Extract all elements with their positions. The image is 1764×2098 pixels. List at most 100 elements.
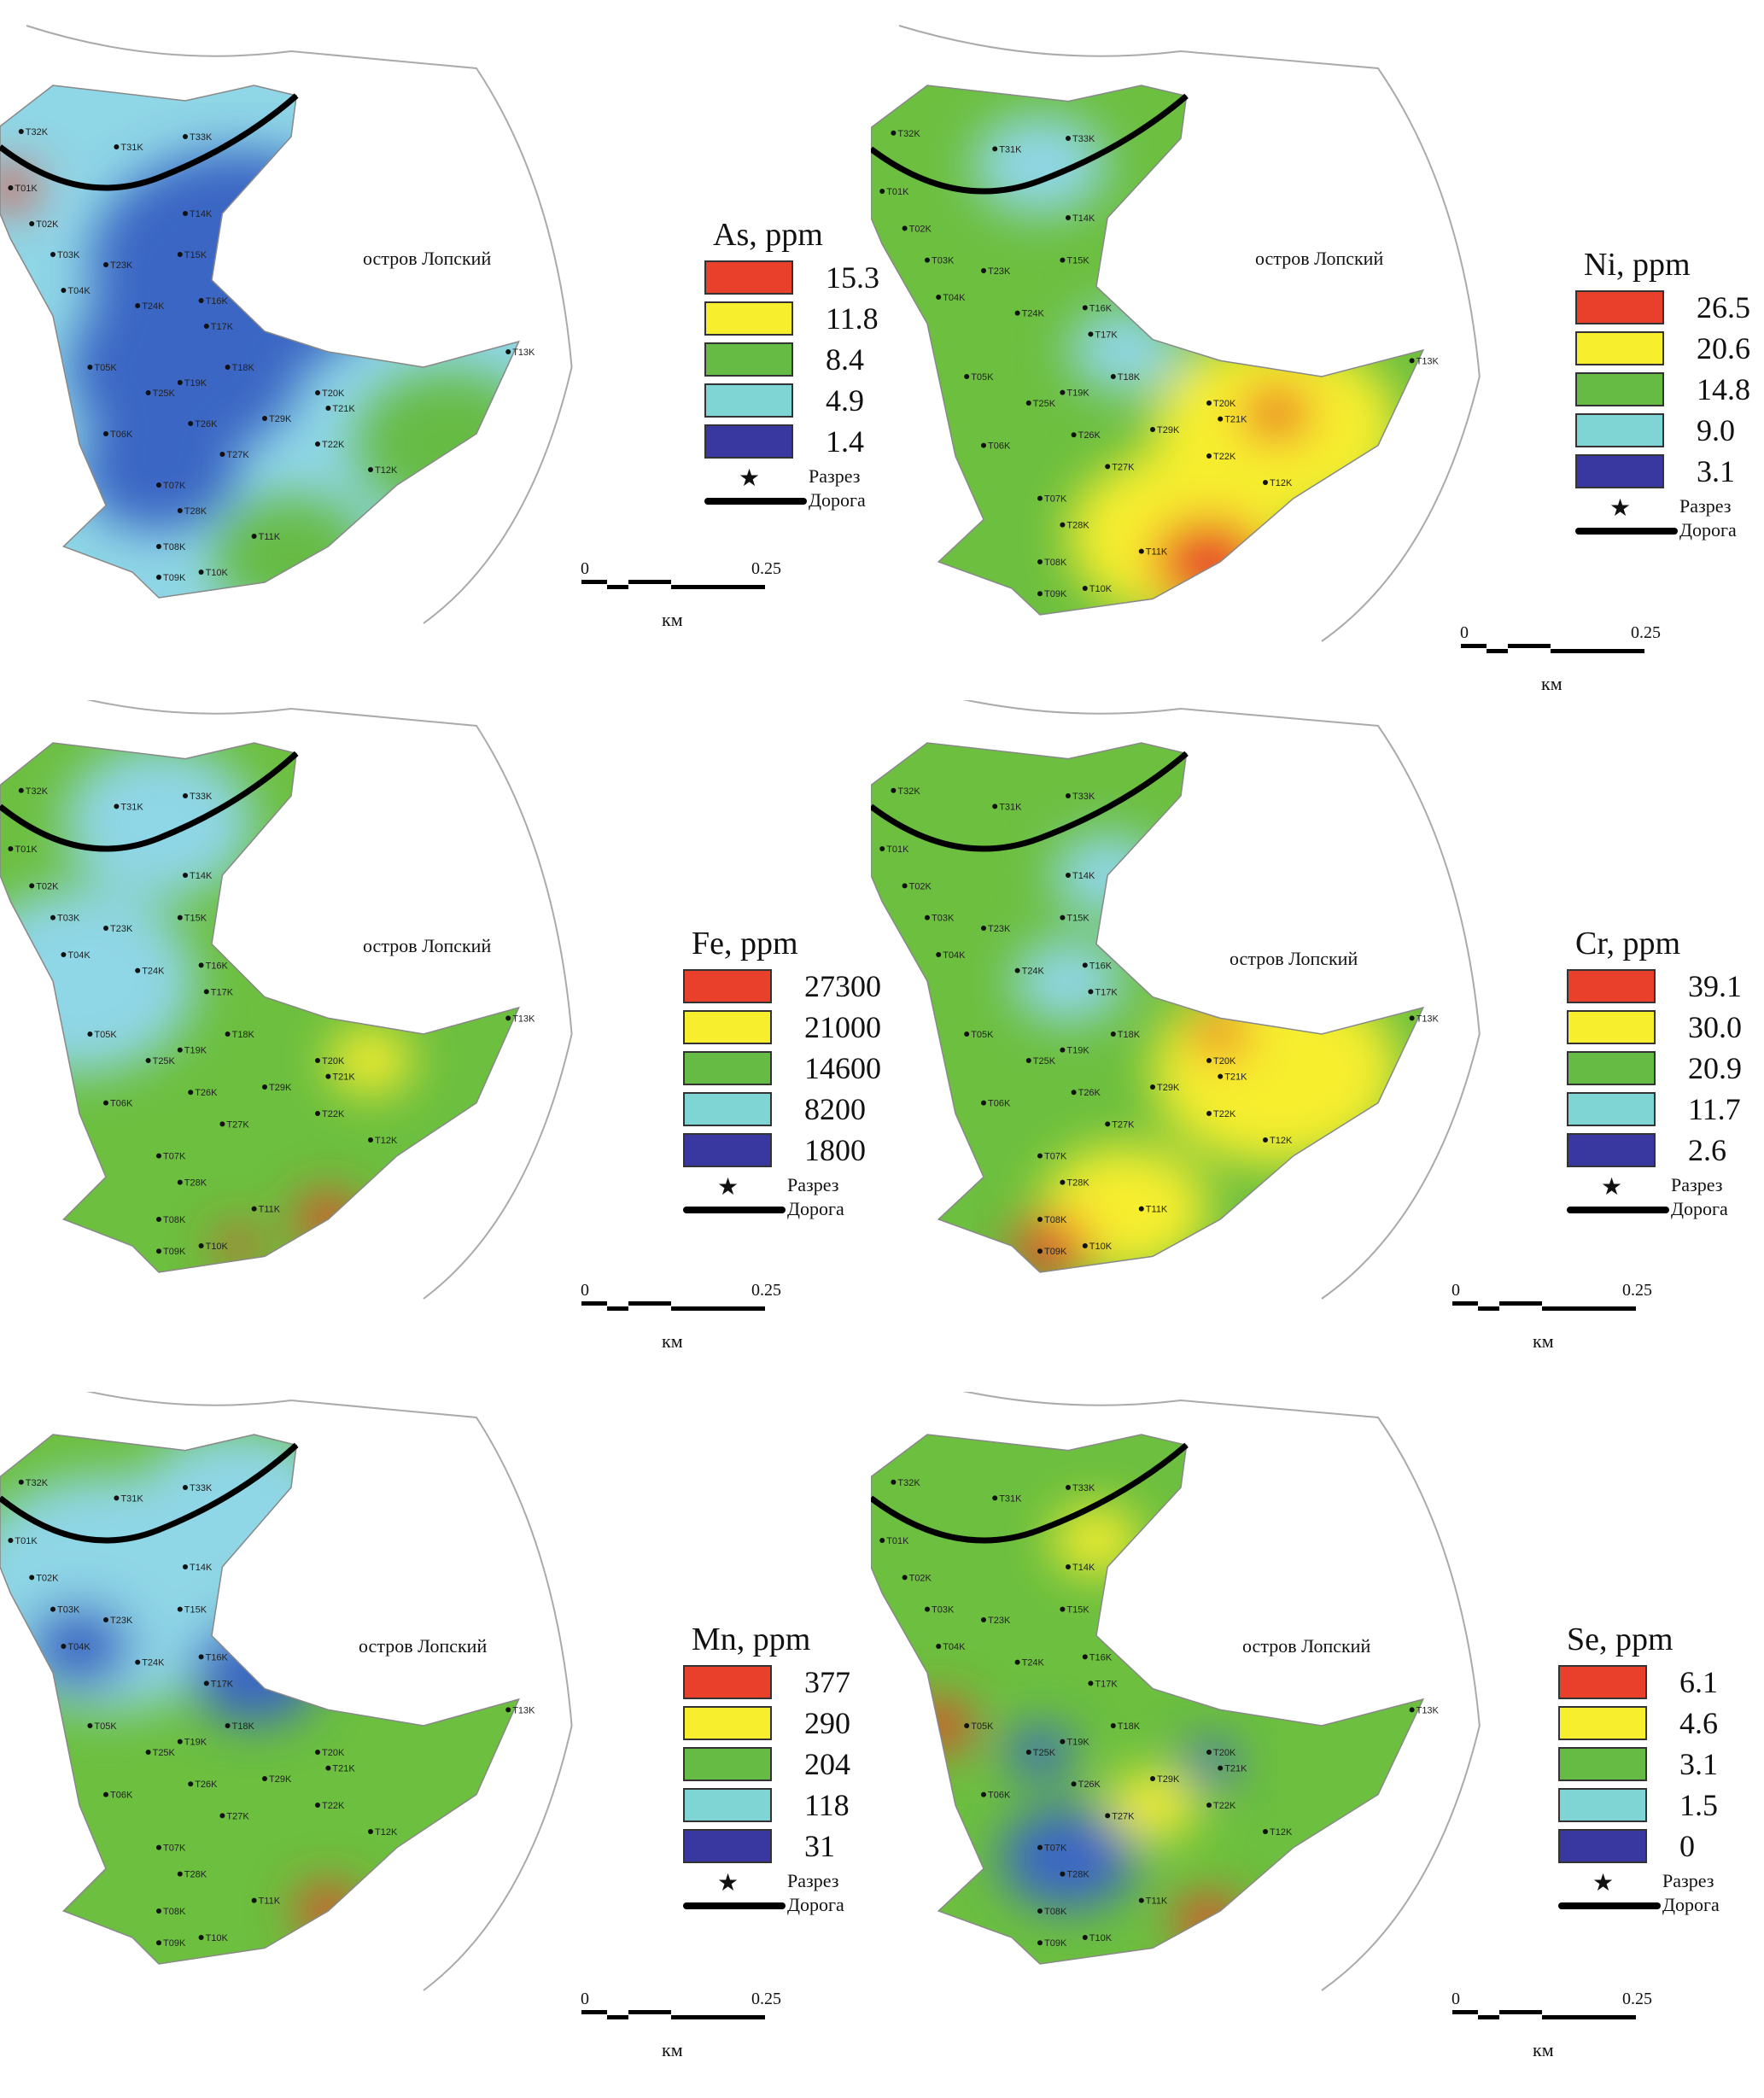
sample-point-label: T23K — [988, 266, 1011, 277]
sample-point-marker — [183, 211, 188, 216]
legend-row: 8.4 — [704, 339, 879, 380]
legend-swatch — [1558, 1665, 1647, 1699]
sample-point-label: T09K — [163, 1938, 186, 1949]
sample-point-marker — [1206, 1058, 1212, 1063]
scale-unit: км — [662, 2039, 683, 2060]
sample-point-marker — [1138, 1206, 1144, 1212]
legend-road-label: Дорога — [1662, 1894, 1720, 1915]
sample-point-marker — [1037, 1217, 1043, 1222]
scale-bar-graphic — [581, 2010, 765, 2019]
sample-point-marker — [183, 1564, 188, 1569]
legend-title: Fe, ppm — [692, 926, 798, 961]
sample-point-label: T32K — [26, 786, 49, 797]
legend-symbols: ★ Разрез Дорога — [704, 465, 879, 523]
coastline — [898, 25, 1481, 642]
sample-point-label: T15K — [184, 250, 207, 260]
sample-point-label: T29K — [269, 1774, 292, 1785]
legend: Cr, ppm 39.1 30.0 20.9 11.7 2.6 ★ Разрез Дорога — [1567, 926, 1742, 1232]
sample-point-label: T17K — [1095, 330, 1118, 340]
legend-row: 14.8 — [1575, 369, 1750, 410]
sample-point-label: T12K — [1270, 1136, 1293, 1146]
scale-bar: 0 0.25 км — [1452, 1281, 1652, 1352]
sample-point-label: T33K — [1072, 792, 1095, 802]
sample-point-label: T05K — [94, 1030, 117, 1040]
sample-point-label: T07K — [163, 1152, 186, 1162]
sample-point-label: T07K — [1044, 1844, 1067, 1854]
sample-point-label: T11K — [259, 532, 281, 542]
sample-point-marker — [183, 1485, 188, 1490]
legend-title: Ni, ppm — [1584, 247, 1691, 283]
sample-point-marker — [1060, 1047, 1066, 1053]
sample-point-label: T27K — [226, 1119, 249, 1130]
sample-point-marker — [177, 1739, 183, 1744]
sample-point-label: T21K — [1224, 1072, 1247, 1083]
panel-se: T01K T02K T03K T04K T05K T06K T07K T08K T09K T10K… — [871, 1392, 1764, 2098]
legend-value: 4.6 — [1679, 1706, 1718, 1740]
sample-point-marker — [879, 1538, 885, 1543]
sample-point-marker — [1150, 1776, 1155, 1781]
concentration-zone — [217, 1229, 260, 1263]
road-line — [871, 751, 1189, 852]
sample-point-label: T03K — [57, 250, 80, 260]
legend-value: 31 — [804, 1829, 835, 1863]
sample-point-label: T22K — [322, 440, 345, 450]
sample-point-marker — [1206, 1750, 1212, 1755]
sample-point-label: T02K — [36, 1573, 59, 1583]
sample-point-marker — [219, 1121, 225, 1127]
sample-point-marker — [87, 365, 93, 370]
legend-swatch — [683, 1706, 772, 1740]
road-legend-line — [683, 1207, 786, 1213]
sample-point-marker — [1066, 1485, 1071, 1490]
scale-bar: 0 0.25 км — [1452, 1990, 1652, 2060]
legend-swatch — [683, 1747, 772, 1781]
sample-point-marker — [1150, 427, 1155, 432]
sample-point-label: T31K — [999, 144, 1022, 155]
legend-swatch — [683, 1010, 772, 1044]
legend-swatch — [704, 424, 793, 459]
legend-symbols: ★ Разрез Дорога — [683, 1174, 881, 1232]
concentration-zone — [1153, 519, 1265, 605]
concentration-zone — [1181, 1741, 1237, 1785]
sample-point-label: T05K — [94, 1721, 117, 1732]
sample-point-marker — [1206, 1111, 1212, 1116]
sample-point-label: T33K — [190, 792, 213, 802]
coastline — [85, 1392, 573, 1991]
star-icon: ★ — [1592, 1870, 1615, 1896]
legend-row: 4.9 — [704, 380, 879, 421]
sample-point-marker — [177, 1047, 183, 1053]
sample-point-marker — [145, 390, 151, 395]
scale-max: 0.25 — [751, 1281, 781, 1300]
sample-point-label: T13K — [512, 348, 535, 358]
legend-cut-label: Разрез — [1679, 495, 1732, 517]
concentration-zone — [1012, 1216, 1091, 1272]
legend-value: 20.6 — [1697, 331, 1750, 365]
sample-point-marker — [1088, 331, 1094, 337]
sample-point-label: T03K — [932, 256, 955, 266]
sample-point-label: T11K — [1146, 1205, 1168, 1215]
sample-point-marker — [262, 1084, 267, 1090]
sample-point-label: T05K — [94, 363, 117, 373]
sample-point-label: T28K — [184, 1870, 207, 1880]
legend-row: 14600 — [683, 1048, 881, 1089]
sample-point-marker — [964, 1031, 970, 1037]
sample-point-marker — [1037, 1153, 1043, 1159]
sample-point-label: T03K — [932, 1605, 955, 1616]
sample-point-marker — [879, 846, 885, 851]
sample-point-label: T10K — [1089, 584, 1113, 594]
legend-row: 30.0 — [1567, 1007, 1742, 1048]
sample-point-label: T25K — [153, 1056, 176, 1067]
sample-point-marker — [1037, 559, 1043, 564]
sample-point-marker — [198, 962, 204, 968]
sample-point-label: T16K — [206, 1652, 229, 1663]
sample-point-marker — [1263, 1829, 1268, 1834]
sample-point-label: T05K — [971, 1721, 994, 1732]
sample-point-label: T25K — [1033, 1748, 1056, 1758]
sample-point-marker — [1037, 1248, 1043, 1254]
sample-point-marker — [925, 1606, 930, 1612]
sample-point-marker — [103, 262, 108, 267]
legend-swatch — [683, 1092, 772, 1126]
sample-point-label: T29K — [1157, 1083, 1180, 1093]
sample-point-marker — [315, 1058, 320, 1063]
sample-point-label: T05K — [971, 372, 994, 383]
concentration-zone — [1242, 388, 1311, 440]
